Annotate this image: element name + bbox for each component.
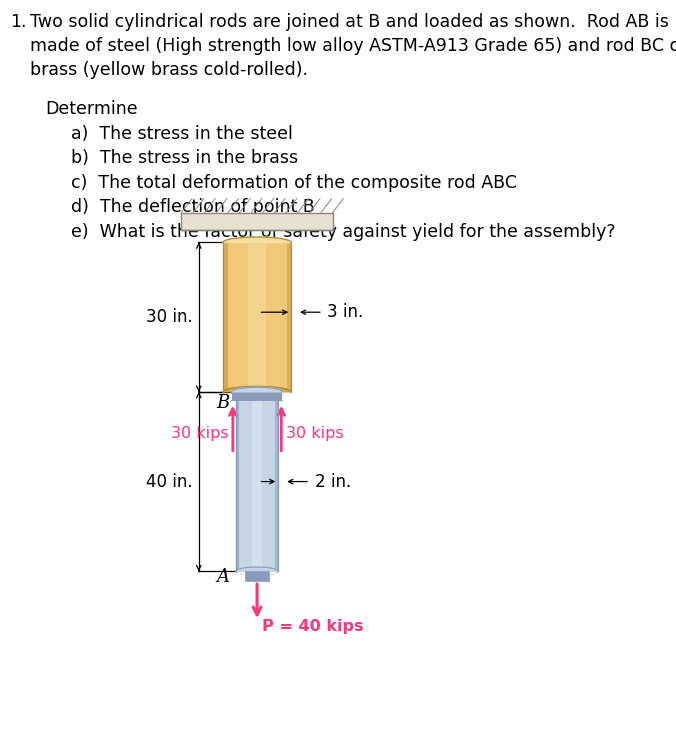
Text: 1.: 1. <box>10 13 27 32</box>
Polygon shape <box>223 386 291 392</box>
Polygon shape <box>232 388 283 392</box>
Text: e)  What is the factor of safety against yield for the assembly?: e) What is the factor of safety against … <box>71 222 615 241</box>
Text: C: C <box>226 214 241 233</box>
Text: a)  The stress in the steel: a) The stress in the steel <box>71 125 293 143</box>
Text: d)  The deflection of point B: d) The deflection of point B <box>71 198 315 216</box>
Bar <box>245 571 268 581</box>
Bar <box>232 392 283 401</box>
Text: P = 40 kips: P = 40 kips <box>262 619 364 634</box>
Polygon shape <box>236 401 239 571</box>
Text: Determine: Determine <box>45 100 138 118</box>
Bar <box>223 242 291 392</box>
Text: Two solid cylindrical rods are joined at B and loaded as shown.  Rod AB is: Two solid cylindrical rods are joined at… <box>30 13 669 32</box>
Text: b)  The stress in the brass: b) The stress in the brass <box>71 149 298 167</box>
Text: 30 in.: 30 in. <box>146 308 193 326</box>
Text: 3 in.: 3 in. <box>327 303 364 321</box>
Text: brass (yellow brass cold-rolled).: brass (yellow brass cold-rolled). <box>30 61 308 79</box>
Text: c)  The total deformation of the composite rod ABC: c) The total deformation of the composit… <box>71 174 517 192</box>
Polygon shape <box>248 242 266 392</box>
Bar <box>236 401 279 571</box>
Text: A: A <box>217 568 230 586</box>
Text: 2 in.: 2 in. <box>314 473 351 490</box>
Polygon shape <box>223 242 228 392</box>
Bar <box>181 213 333 230</box>
Text: made of steel (High strength low alloy ASTM-A913 Grade 65) and rod BC of: made of steel (High strength low alloy A… <box>30 37 676 55</box>
Polygon shape <box>236 567 279 571</box>
Polygon shape <box>251 401 262 571</box>
Text: 30 kips: 30 kips <box>170 426 228 440</box>
Text: B: B <box>216 394 230 412</box>
Text: 30 kips: 30 kips <box>286 426 343 440</box>
Text: 40 in.: 40 in. <box>146 473 193 490</box>
Polygon shape <box>287 242 291 392</box>
Polygon shape <box>223 237 291 242</box>
Polygon shape <box>275 401 279 571</box>
